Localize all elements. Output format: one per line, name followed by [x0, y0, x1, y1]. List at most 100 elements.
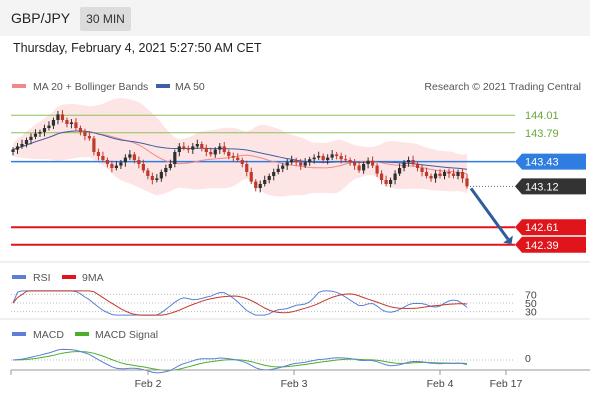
candle-body	[353, 162, 357, 166]
candle-body	[74, 122, 78, 128]
candle-body	[204, 148, 208, 152]
level-label-pivot: 143.43	[525, 157, 559, 169]
rsi-ma-line	[12, 290, 468, 316]
candle-body	[312, 157, 316, 160]
candle-body	[123, 157, 127, 163]
rsi-ma-legend-swatch	[62, 275, 76, 279]
candle-body	[159, 172, 163, 179]
candle-body	[119, 162, 123, 166]
candle-body	[56, 114, 60, 120]
candle-body	[245, 164, 249, 172]
candle-body	[276, 168, 280, 172]
ma20-legend-label: MA 20 + Bollinger Bands	[33, 81, 148, 93]
candle-body	[51, 120, 56, 126]
candle-body	[173, 152, 177, 164]
candle-body	[388, 180, 393, 184]
credit-text: Research © 2021 Trading Central	[424, 81, 581, 93]
macd-signal-legend-label: MACD Signal	[95, 329, 158, 341]
candle-body	[308, 159, 312, 163]
candle-body	[87, 136, 92, 139]
candle-body	[168, 164, 172, 168]
candle-body	[330, 154, 334, 158]
candle-body	[335, 154, 339, 156]
macd-panel: 0	[11, 348, 531, 374]
macd-legend-swatch	[12, 332, 26, 336]
level-label-resistance: 144.01	[525, 110, 559, 122]
candle-body	[191, 146, 195, 150]
candle-body	[20, 144, 24, 147]
candle-body	[69, 122, 74, 124]
macd-signal-line	[12, 351, 468, 371]
candle-body	[263, 180, 267, 184]
candle-body	[384, 180, 388, 184]
time-axis: Feb 2 Feb 3 Feb 4 Feb 17	[10, 370, 522, 390]
level-label-support: 142.61	[525, 222, 559, 234]
level-tag-pivot	[515, 153, 586, 170]
candle-body	[424, 172, 429, 176]
candle-body	[429, 176, 433, 179]
time-tick-label: Feb 4	[427, 378, 454, 390]
candle-body	[236, 157, 240, 160]
candle-body	[11, 149, 15, 152]
ma20-legend-swatch	[12, 84, 26, 88]
candle-body	[240, 160, 244, 164]
candle-body	[105, 160, 109, 164]
candle-body	[110, 164, 114, 168]
rsi-ma-legend-label: 9MA	[82, 272, 104, 284]
bollinger-band-area	[13, 98, 467, 197]
candle-body	[379, 173, 384, 180]
candle-body	[438, 173, 442, 176]
candle-body	[451, 173, 456, 176]
candle-body	[33, 133, 38, 137]
time-tick-label: Feb 2	[135, 378, 162, 390]
candle-body	[101, 156, 105, 160]
candle-body	[186, 148, 190, 150]
candle-body	[60, 114, 65, 120]
candle-body	[15, 146, 20, 150]
candle-body	[267, 176, 271, 180]
rsi-tick-label: 70	[525, 289, 537, 301]
candle-body	[83, 132, 87, 136]
candle-body	[231, 156, 235, 158]
timeframe-button[interactable]: 30 MIN	[80, 7, 131, 31]
candle-body	[114, 165, 118, 168]
candle-body	[146, 170, 150, 176]
candle-body	[411, 160, 415, 164]
level-label-current: 143.12	[525, 181, 559, 193]
macd-line	[12, 348, 468, 374]
candle-body	[195, 144, 199, 147]
candle-body	[456, 172, 460, 176]
candle-body	[92, 138, 96, 152]
candle-body	[362, 164, 366, 171]
candle-body	[420, 168, 424, 172]
candle-body	[272, 172, 276, 176]
rsi-line	[12, 290, 468, 316]
top-bar: GBP/JPY 30 MIN	[0, 0, 590, 36]
candle-body	[24, 140, 29, 144]
candle-body	[213, 149, 217, 155]
candle-body	[164, 168, 168, 172]
candle-body	[78, 128, 83, 132]
candle-body	[258, 184, 262, 188]
level-tag-current	[515, 178, 586, 195]
ma50-legend-label: MA 50	[175, 81, 205, 93]
candle-body	[209, 152, 213, 155]
rsi-legend-label: RSI	[33, 272, 51, 284]
candle-body	[281, 165, 285, 169]
candle-body	[227, 152, 231, 156]
level-label-support: 142.39	[525, 240, 559, 252]
candle-body	[132, 154, 136, 160]
rsi-tick-label: 50	[525, 298, 537, 310]
macd-tick-label: 0	[525, 353, 531, 365]
candle-body	[249, 172, 253, 182]
candle-body	[348, 160, 352, 163]
candle-body	[371, 160, 375, 166]
candle-body	[317, 156, 321, 158]
candle-body	[182, 146, 186, 148]
candle-body	[433, 173, 438, 179]
candle-body	[393, 173, 397, 180]
macd-signal-legend-swatch	[75, 332, 89, 336]
forecast-arrow-head	[503, 235, 513, 245]
